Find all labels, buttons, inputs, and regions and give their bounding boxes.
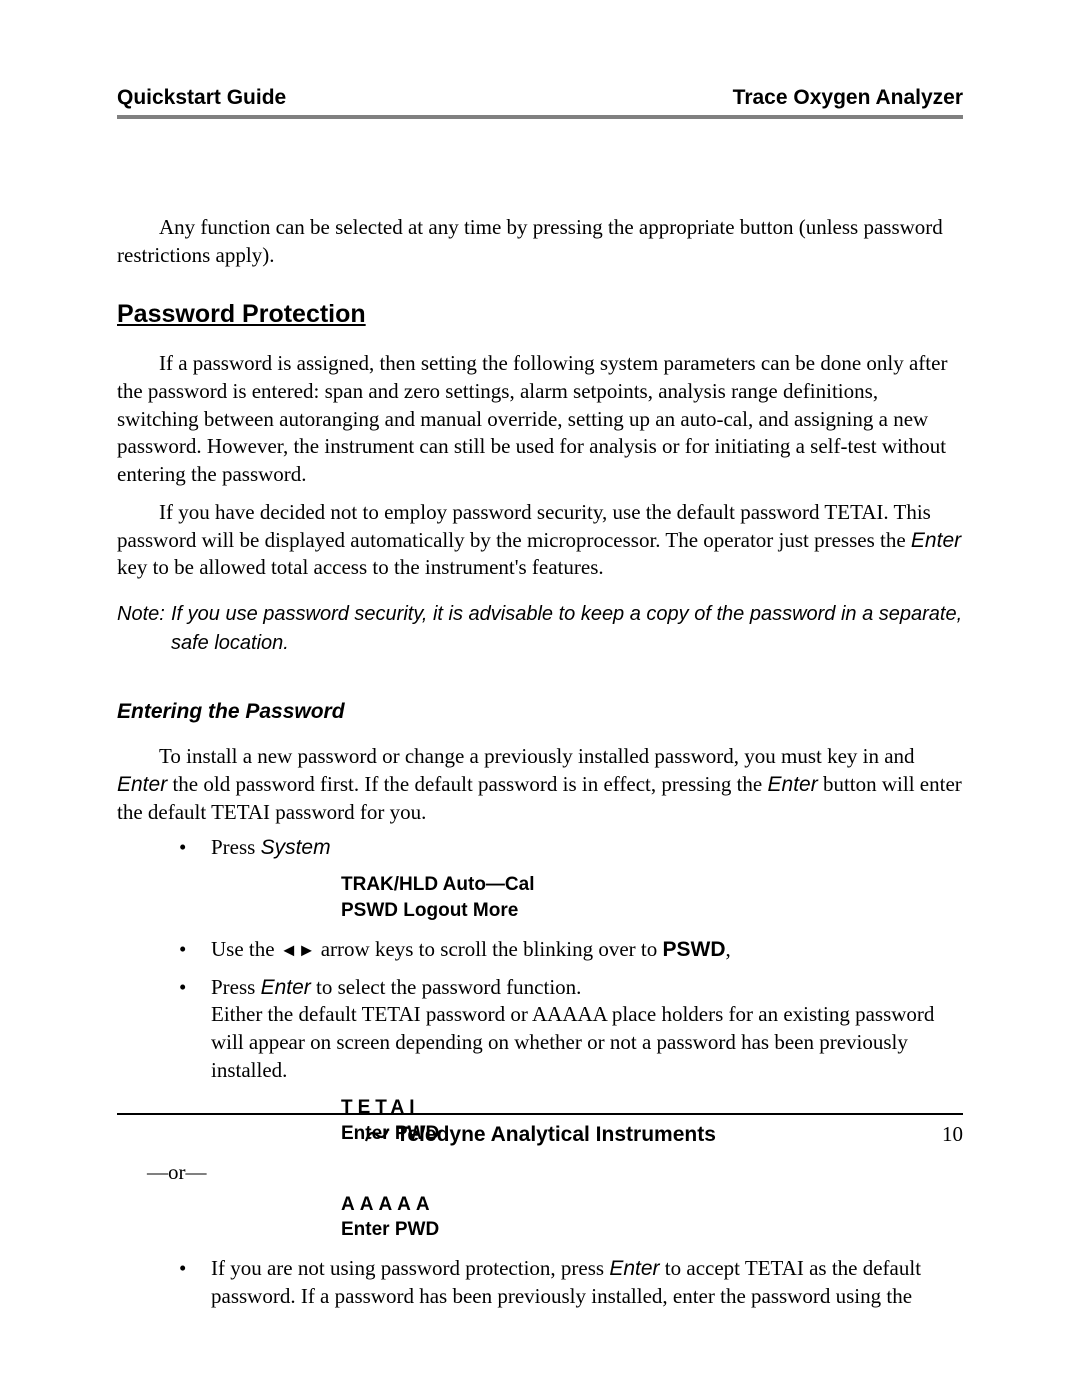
section-title: Password Protection	[117, 298, 963, 331]
note-body: If you use password security, it is advi…	[171, 600, 963, 658]
bullet-list: If you are not using password protection…	[179, 1255, 963, 1311]
header-rule	[117, 115, 963, 119]
system-key-ref: System	[261, 836, 331, 859]
list-item: Use the ◄► arrow keys to scroll the blin…	[179, 936, 963, 964]
page-number: 10	[942, 1121, 963, 1148]
enter-key-ref: Enter	[261, 976, 311, 999]
b3-text-a: Press	[211, 975, 261, 999]
p2-text-a: If you have decided not to employ passwo…	[117, 500, 931, 552]
note-label: Note:	[117, 600, 171, 658]
display-line: Enter PWD	[341, 1217, 963, 1243]
enter-key-ref: Enter	[609, 1257, 659, 1280]
b2-text-b: arrow keys to scroll the blinking over t…	[315, 937, 662, 961]
bullet-list: Use the ◄► arrow keys to scroll the blin…	[179, 936, 963, 1086]
subheading: Entering the Password	[117, 698, 963, 725]
enter-key-ref: Enter	[911, 529, 961, 552]
pswd-label: PSWD	[662, 938, 725, 961]
intro-paragraph: Any function can be selected at any time…	[117, 214, 963, 269]
footer-rule	[117, 1113, 963, 1115]
list-item: Press Enter to select the password funct…	[179, 974, 963, 1086]
b3-text-c: Either the default TETAI password or AAA…	[211, 1002, 934, 1082]
footer-company: Teledyne Analytical Instruments	[396, 1121, 716, 1148]
enter-key-ref: Enter	[117, 773, 167, 796]
teledyne-logo-icon	[364, 1121, 390, 1148]
or-separator: —or—	[147, 1159, 963, 1186]
header-left: Quickstart Guide	[117, 84, 286, 111]
display-line: PSWD Logout More	[341, 898, 963, 924]
p3-text-b: the old password first. If the default p…	[167, 772, 767, 796]
enter-key-ref: Enter	[768, 773, 818, 796]
lcd-display-3: AAAAA Enter PWD	[341, 1192, 963, 1243]
paragraph-1: If a password is assigned, then setting …	[117, 350, 963, 489]
b1-text: Press	[211, 835, 261, 859]
page-header: Quickstart Guide Trace Oxygen Analyzer	[117, 84, 963, 111]
page-footer: Teledyne Analytical Instruments 10	[117, 1113, 963, 1148]
note-block: Note: If you use password security, it i…	[117, 600, 963, 658]
header-right: Trace Oxygen Analyzer	[733, 84, 963, 111]
b4-text-a: If you are not using password protection…	[211, 1256, 609, 1280]
arrow-keys-icon: ◄►	[280, 940, 316, 960]
display-line: AAAAA	[341, 1192, 963, 1218]
display-line: TRAK/HLD Auto—Cal	[341, 872, 963, 898]
p2-text-b: key to be allowed total access to the in…	[117, 555, 604, 579]
b2-text-c: ,	[725, 937, 730, 961]
lcd-display-1: TRAK/HLD Auto—Cal PSWD Logout More	[341, 872, 963, 923]
list-item: If you are not using password protection…	[179, 1255, 963, 1311]
paragraph-2: If you have decided not to employ passwo…	[117, 499, 963, 582]
p3-text-a: To install a new password or change a pr…	[159, 744, 915, 768]
bullet-list: Press System	[179, 834, 963, 862]
b3-text-b: to select the password function.	[311, 975, 582, 999]
paragraph-3: To install a new password or change a pr…	[117, 743, 963, 826]
list-item: Press System	[179, 834, 963, 862]
b2-text-a: Use the	[211, 937, 280, 961]
